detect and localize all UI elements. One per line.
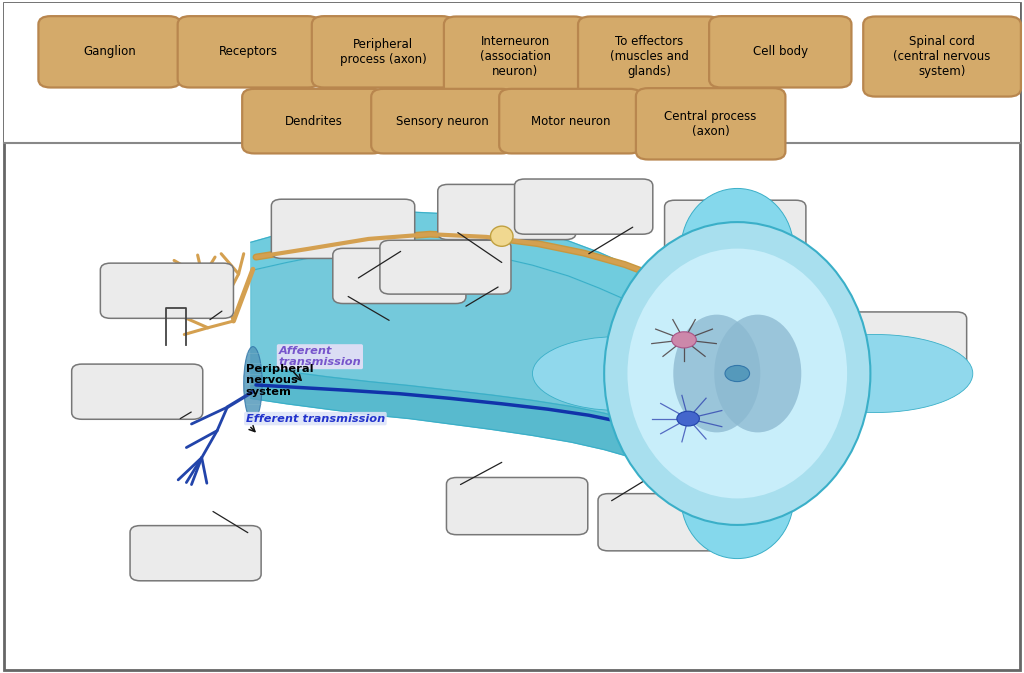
Text: Sensory neuron: Sensory neuron bbox=[396, 114, 488, 128]
FancyBboxPatch shape bbox=[578, 16, 721, 96]
FancyBboxPatch shape bbox=[665, 201, 806, 257]
Text: Afferent
transmission: Afferent transmission bbox=[279, 346, 361, 367]
FancyBboxPatch shape bbox=[38, 16, 180, 87]
FancyBboxPatch shape bbox=[100, 263, 233, 318]
FancyBboxPatch shape bbox=[709, 16, 852, 87]
Ellipse shape bbox=[778, 334, 973, 413]
FancyBboxPatch shape bbox=[636, 88, 785, 160]
FancyBboxPatch shape bbox=[825, 312, 967, 369]
Text: Efferent transmission: Efferent transmission bbox=[246, 414, 385, 423]
Circle shape bbox=[672, 332, 696, 348]
Polygon shape bbox=[251, 367, 679, 488]
Ellipse shape bbox=[715, 315, 801, 432]
FancyBboxPatch shape bbox=[444, 16, 586, 96]
Polygon shape bbox=[251, 247, 679, 454]
FancyBboxPatch shape bbox=[863, 16, 1021, 96]
FancyBboxPatch shape bbox=[178, 16, 319, 87]
Ellipse shape bbox=[244, 347, 262, 421]
Ellipse shape bbox=[681, 188, 794, 310]
Ellipse shape bbox=[604, 222, 870, 525]
FancyBboxPatch shape bbox=[446, 478, 588, 534]
FancyBboxPatch shape bbox=[72, 364, 203, 419]
Text: Spinal cord
(central nervous
system): Spinal cord (central nervous system) bbox=[893, 35, 991, 78]
FancyBboxPatch shape bbox=[438, 184, 575, 240]
Text: Interneuron
(association
neuron): Interneuron (association neuron) bbox=[479, 35, 551, 78]
FancyBboxPatch shape bbox=[311, 16, 455, 87]
Text: Peripheral
nervous
system: Peripheral nervous system bbox=[246, 363, 313, 397]
FancyBboxPatch shape bbox=[271, 199, 415, 258]
Circle shape bbox=[725, 365, 750, 382]
FancyBboxPatch shape bbox=[242, 89, 385, 153]
FancyBboxPatch shape bbox=[4, 3, 1020, 143]
FancyBboxPatch shape bbox=[371, 89, 514, 153]
Polygon shape bbox=[251, 212, 676, 342]
FancyBboxPatch shape bbox=[380, 240, 511, 294]
FancyBboxPatch shape bbox=[4, 3, 1020, 670]
Ellipse shape bbox=[490, 226, 513, 246]
Text: Ganglion: Ganglion bbox=[83, 45, 136, 59]
FancyBboxPatch shape bbox=[333, 248, 466, 304]
Text: Motor neuron: Motor neuron bbox=[530, 114, 610, 128]
Ellipse shape bbox=[628, 248, 847, 499]
Text: Dendrites: Dendrites bbox=[285, 114, 342, 128]
Text: Peripheral
process (axon): Peripheral process (axon) bbox=[340, 38, 426, 66]
FancyBboxPatch shape bbox=[514, 179, 653, 234]
Ellipse shape bbox=[674, 315, 760, 432]
Ellipse shape bbox=[532, 336, 707, 411]
Circle shape bbox=[677, 411, 699, 426]
Text: Cell body: Cell body bbox=[753, 45, 808, 59]
FancyBboxPatch shape bbox=[598, 494, 739, 551]
FancyBboxPatch shape bbox=[500, 89, 641, 153]
Ellipse shape bbox=[681, 437, 794, 559]
Text: To effectors
(muscles and
glands): To effectors (muscles and glands) bbox=[609, 35, 689, 78]
FancyBboxPatch shape bbox=[130, 526, 261, 581]
Text: Central process
(axon): Central process (axon) bbox=[665, 110, 757, 138]
Text: Receptors: Receptors bbox=[219, 45, 279, 59]
